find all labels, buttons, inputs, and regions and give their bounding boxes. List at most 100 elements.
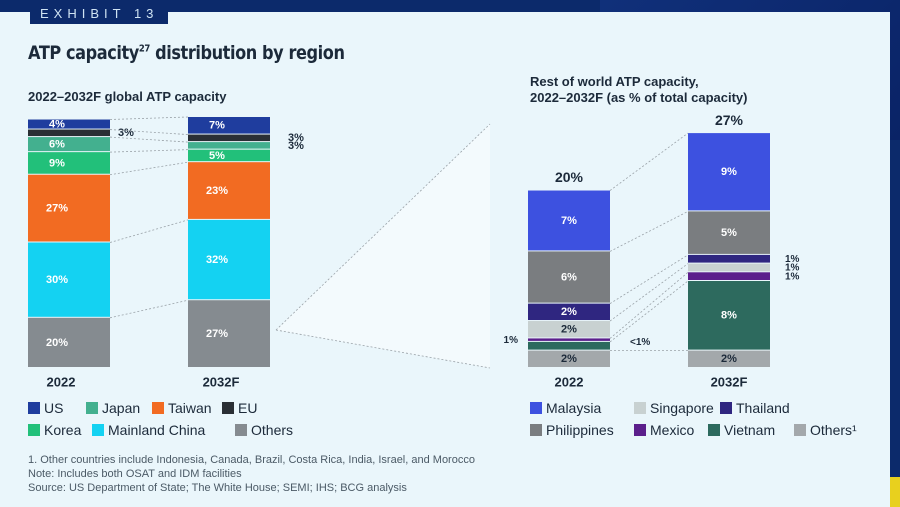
legend-swatch-mexico: [634, 424, 646, 436]
bar-taiwan-2032f: [188, 162, 270, 219]
bar-thailand-2022: [528, 303, 610, 321]
legend-label-taiwan: Taiwan: [168, 400, 212, 416]
title-main: ATP capacity: [28, 42, 139, 64]
label-philippines-2032f: 5%: [721, 227, 737, 239]
legend-label-us: US: [44, 400, 64, 416]
bar-korea-2032f: [188, 149, 270, 162]
legend-item-malaysia: Malaysia: [530, 400, 601, 416]
label-mexico-2022: <1%: [630, 337, 650, 348]
legend-label-eu: EU: [238, 400, 258, 416]
legend-swatch-mainland-china: [92, 424, 104, 436]
title-rest: distribution by region: [149, 42, 345, 64]
legend-label-japan: Japan: [102, 400, 141, 416]
legend-item-taiwan: Taiwan: [152, 400, 212, 416]
legend-item-mexico: Mexico: [634, 422, 694, 438]
projection-line-top: [275, 123, 491, 331]
chart-title: ATP capacity27 distribution by region: [28, 42, 345, 64]
label-others1-2032f: 2%: [721, 353, 737, 365]
exhibit-label: EXHIBIT 13: [30, 4, 169, 24]
bar-malaysia-2032f: [688, 133, 770, 211]
connector-left-eu: [109, 129, 189, 135]
bar-mexico-2022: [528, 338, 610, 341]
bar-others-2022: [28, 317, 110, 367]
connector-left-korea: [109, 149, 189, 153]
legend-item-us: US: [28, 400, 63, 416]
legend-label-malaysia: Malaysia: [546, 400, 602, 416]
legend-item-mainland-china: Mainland China: [92, 422, 205, 438]
bar-vietnam-2032f: [688, 281, 770, 350]
label-thailand-2032f: 1%: [785, 254, 800, 265]
bar-us-2022: [28, 119, 110, 129]
legend-swatch-thailand: [720, 402, 732, 414]
legend-item-thailand: Thailand: [720, 400, 790, 416]
connector-left-us: [109, 116, 189, 120]
label-vietnam-2032f: 8%: [721, 310, 737, 322]
legend-label-others1: Others¹: [810, 422, 857, 438]
label-korea-2032f: 5%: [209, 150, 225, 162]
total-2032f: 27%: [715, 112, 744, 128]
bar-others1-2032f: [688, 350, 770, 367]
projection-line-bottom: [275, 329, 491, 369]
bar-mainland-china-2032f: [188, 219, 270, 300]
legend-item-singapore: Singapore: [634, 400, 714, 416]
projection-fan: [276, 124, 490, 368]
legend-label-philippines: Philippines: [546, 422, 614, 438]
label-malaysia-2022: 7%: [561, 215, 577, 227]
connector-right-singapore: [609, 263, 689, 322]
x-tick-right-2032f: 2032F: [711, 374, 748, 389]
bar-japan-2022: [28, 137, 110, 152]
total-2022: 20%: [555, 169, 584, 185]
legend-label-thailand: Thailand: [736, 400, 790, 416]
connector-right-philippines: [609, 211, 689, 252]
bar-others-2032f: [188, 300, 270, 367]
bar-mainland-china-2022: [28, 242, 110, 317]
bar-singapore-2022: [528, 321, 610, 338]
title-footnote-ref: 27: [138, 43, 150, 55]
bar-eu-2022: [28, 129, 110, 137]
legend-item-vietnam: Vietnam: [708, 422, 775, 438]
left-chart-subtitle: 2022–2032F global ATP capacity: [28, 89, 227, 104]
legend-label-mainland-china: Mainland China: [108, 422, 206, 438]
label-philippines-2022: 6%: [561, 271, 577, 283]
bar-japan-2032f: [188, 142, 270, 149]
label-others-2032f: 27%: [206, 328, 228, 340]
legend-swatch-singapore: [634, 402, 646, 414]
connector-right-vietnam: [609, 280, 689, 343]
legend-item-eu: EU: [222, 400, 257, 416]
label-taiwan-2022: 27%: [46, 203, 68, 215]
legend-item-philippines: Philippines: [530, 422, 614, 438]
legend-label-vietnam: Vietnam: [724, 422, 776, 438]
label-mainland-china-2032f: 32%: [206, 254, 228, 266]
legend-swatch-malaysia: [530, 402, 542, 414]
legend-item-japan: Japan: [86, 400, 140, 416]
label-thailand-2022: 2%: [561, 306, 577, 318]
connector-right-mexico: [609, 271, 689, 339]
label-singapore-2022: 2%: [561, 324, 577, 336]
x-tick-left-2022: 2022: [47, 374, 76, 389]
bar-malaysia-2022: [528, 190, 610, 251]
legend-item-others1: Others¹: [794, 422, 857, 438]
label-others-2022: 20%: [46, 337, 68, 349]
x-tick-left-2032f: 2032F: [203, 374, 240, 389]
label-others1-2022: 2%: [561, 353, 577, 365]
legend-item-korea: Korea: [28, 422, 81, 438]
label-mainland-china-2022: 30%: [46, 274, 68, 286]
label-singapore-2032f: 1%: [785, 263, 800, 274]
legend-swatch-others: [235, 424, 247, 436]
x-tick-right-2022: 2022: [555, 374, 584, 389]
bar-singapore-2032f: [688, 263, 770, 272]
label-eu-2032f: 3%: [288, 132, 304, 144]
legend-swatch-us: [28, 402, 40, 414]
footnote-1: 1. Other countries include Indonesia, Ca…: [28, 454, 475, 466]
legend-item-others: Others: [235, 422, 293, 438]
right-subtitle-line1: Rest of world ATP capacity,: [530, 74, 699, 89]
bar-others1-2022: [528, 350, 610, 367]
legend-label-korea: Korea: [44, 422, 82, 438]
label-vietnam-2022: 1%: [504, 335, 519, 346]
bar-thailand-2032f: [688, 254, 770, 263]
bar-vietnam-2022: [528, 341, 610, 350]
bar-eu-2032f: [188, 134, 270, 142]
label-eu-2022: 3%: [118, 127, 134, 139]
label-taiwan-2032f: 23%: [206, 185, 228, 197]
